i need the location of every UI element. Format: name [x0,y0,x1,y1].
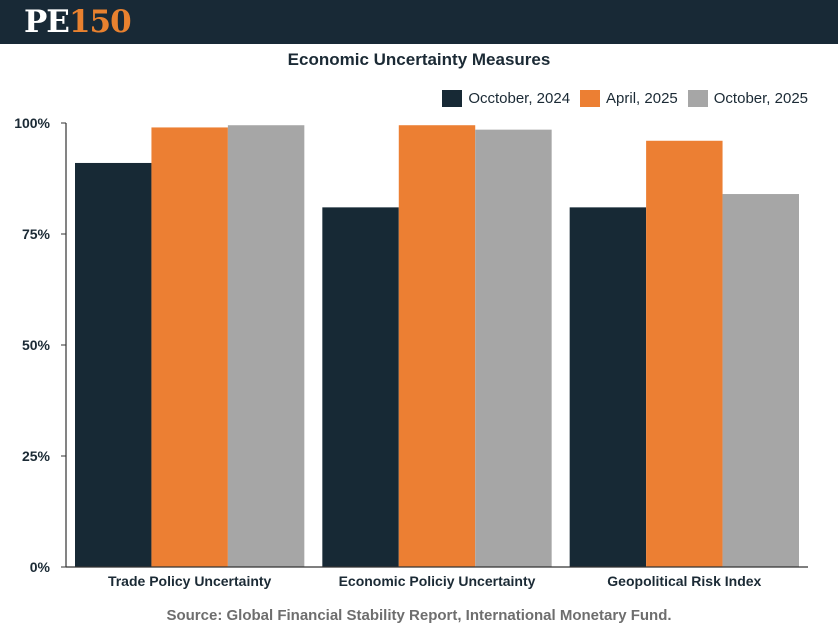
bar [569,207,647,568]
y-tick-label: 75% [22,226,51,242]
pe150-logo[interactable]: PE150 [24,2,132,42]
header-bar: PE150 [0,0,838,44]
chart-title: Economic Uncertainty Measures [287,50,551,69]
bar [646,140,723,567]
legend-swatch-apr-2025 [580,89,601,107]
bar [398,125,476,567]
legend-label-oct-2024: Occtober, 2024 [468,89,571,107]
bar [322,207,399,568]
legend-label-oct-2025: October, 2025 [713,89,808,107]
x-category-label: Trade Policy Uncertainty [108,573,272,589]
legend-label-apr-2025: April, 2025 [606,89,678,107]
bar [151,127,228,567]
x-category-label: Economic Policiy Uncertainty [339,573,536,589]
y-tick-label: 0% [30,559,51,575]
x-category-label: Geopolitical Risk Index [607,573,761,589]
source-note: Source: Global Financial Stability Repor… [166,607,672,624]
bar [722,194,799,568]
y-tick-label: 50% [22,337,51,353]
legend-item-apr-2025: April, 2025 [580,89,678,107]
logo-prefix: PE [24,4,70,40]
y-tick-label: 25% [22,448,51,464]
bar [75,162,152,567]
legend-swatch-oct-2025 [687,89,708,107]
bar [475,129,552,567]
chart-legend: Occtober, 2024 April, 2025 October, 2025 [442,87,808,109]
y-tick-label: 100% [14,115,50,131]
legend-item-oct-2024: Occtober, 2024 [442,89,571,107]
logo-number: 150 [68,4,132,40]
legend-item-oct-2025: October, 2025 [687,89,808,107]
legend-swatch-oct-2024 [442,89,463,107]
bar [227,125,305,567]
